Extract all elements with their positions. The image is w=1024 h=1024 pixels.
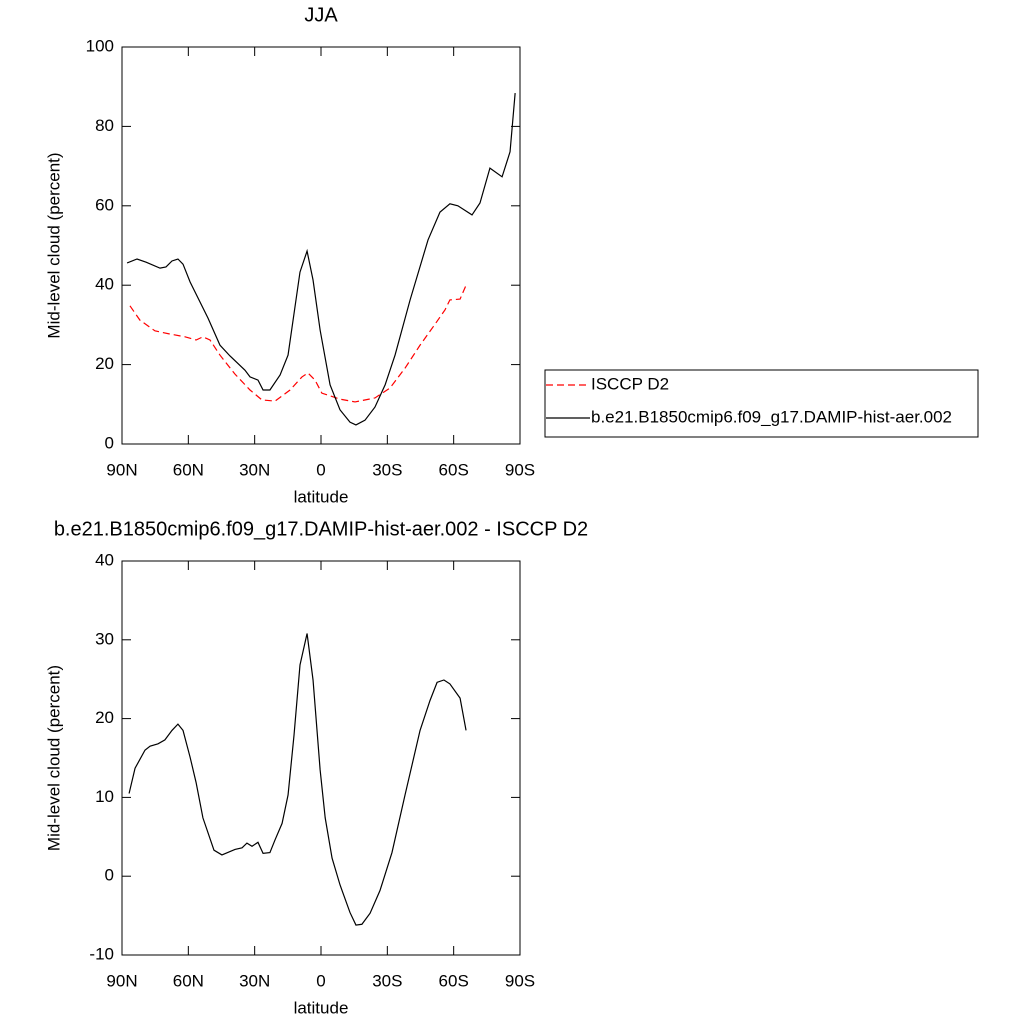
x-axis-label: latitude — [294, 998, 349, 1017]
x-tick-label: 60S — [439, 971, 469, 990]
y-axis-label: Mid-level cloud (percent) — [44, 665, 63, 851]
y-axis-label: Mid-level cloud (percent) — [44, 152, 63, 338]
y-tick-label: 40 — [95, 550, 114, 569]
y-tick-label: 30 — [95, 629, 114, 648]
x-tick-label: 90S — [505, 971, 535, 990]
data-line — [128, 633, 467, 926]
x-tick-label: 90S — [505, 460, 535, 479]
y-tick-label: -10 — [89, 944, 114, 963]
y-tick-label: 80 — [95, 116, 114, 135]
y-tick-label: 40 — [95, 275, 114, 294]
x-tick-label: 60N — [173, 460, 204, 479]
legend-box — [544, 369, 979, 438]
x-tick-label: 90N — [106, 971, 137, 990]
y-tick-label: 100 — [86, 36, 114, 55]
chart-title: b.e21.B1850cmip6.f09_g17.DAMIP-hist-aer.… — [54, 518, 588, 540]
plot-frame — [121, 560, 521, 956]
x-tick-label: 60N — [173, 971, 204, 990]
plot-frame — [121, 46, 521, 445]
x-tick-label: 90N — [106, 460, 137, 479]
y-tick-label: 0 — [105, 866, 114, 885]
y-tick-label: 0 — [105, 433, 114, 452]
y-tick-label: 60 — [95, 195, 114, 214]
y-tick-label: 20 — [95, 708, 114, 727]
x-tick-label: 0 — [316, 971, 325, 990]
x-axis-label: latitude — [294, 487, 349, 506]
chart-title: JJA — [304, 4, 338, 26]
x-tick-label: 30N — [239, 971, 270, 990]
data-line — [126, 92, 516, 426]
x-tick-label: 30S — [372, 460, 402, 479]
y-tick-label: 20 — [95, 354, 114, 373]
x-tick-label: 30S — [372, 971, 402, 990]
data-line — [129, 284, 467, 403]
legend-label: b.e21.B1850cmip6.f09_g17.DAMIP-hist-aer.… — [591, 407, 952, 426]
y-tick-label: 10 — [95, 787, 114, 806]
legend-label: ISCCP D2 — [591, 374, 669, 393]
x-tick-label: 30N — [239, 460, 270, 479]
x-tick-label: 60S — [439, 460, 469, 479]
x-tick-label: 0 — [316, 460, 325, 479]
